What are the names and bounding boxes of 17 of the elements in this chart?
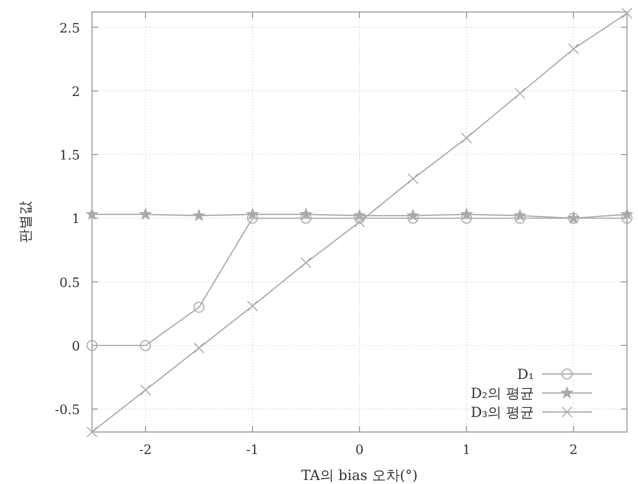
y-tick-label: 0: [72, 339, 80, 354]
x-tick-label: 1: [462, 443, 471, 458]
x-axis-title: TA의 bias 오차(°): [301, 468, 418, 484]
y-tick-label: 0.5: [59, 276, 80, 291]
legend-label: D₂의 평균: [470, 386, 534, 402]
y-tick-label: 2: [72, 84, 80, 100]
y-axis-title: 판별값: [18, 201, 34, 243]
y-tick-label: -0.5: [54, 403, 80, 418]
x-tick-label: -2: [139, 443, 152, 458]
x-tick-label: 2: [569, 443, 578, 458]
y-tick-label: 1.5: [59, 148, 80, 164]
x-tick-label: -1: [246, 443, 259, 458]
y-tick-label: 2.5: [59, 21, 80, 36]
legend-label: D₁: [517, 367, 534, 383]
legend-label: D₃의 평균: [470, 405, 534, 421]
x-tick-label: 0: [355, 443, 364, 458]
y-tick-label: 1: [72, 212, 80, 228]
